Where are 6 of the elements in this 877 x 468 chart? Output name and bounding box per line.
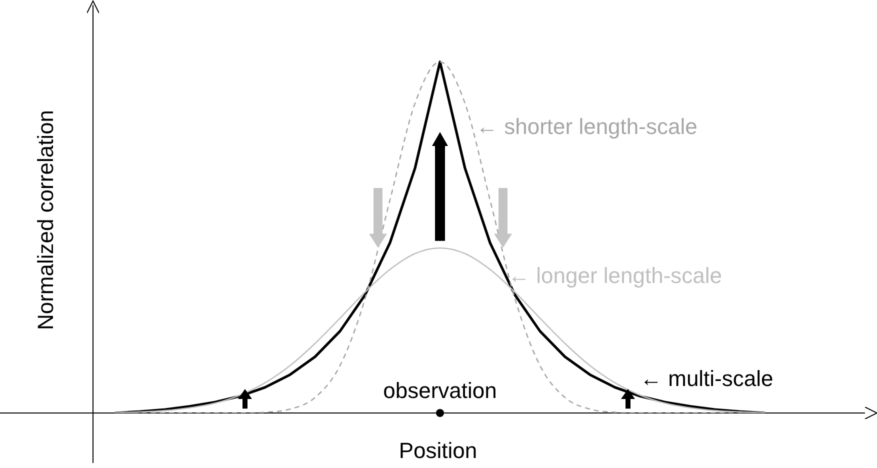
x-axis-title: Position <box>398 438 478 464</box>
series-label: ← shorter length-scale <box>476 114 698 140</box>
y-axis-title: Normalized correlation <box>33 110 58 330</box>
series-label: ← longer length-scale <box>508 263 722 288</box>
series-label: ← multi-scale <box>640 366 774 392</box>
annotation: observation <box>383 378 497 404</box>
